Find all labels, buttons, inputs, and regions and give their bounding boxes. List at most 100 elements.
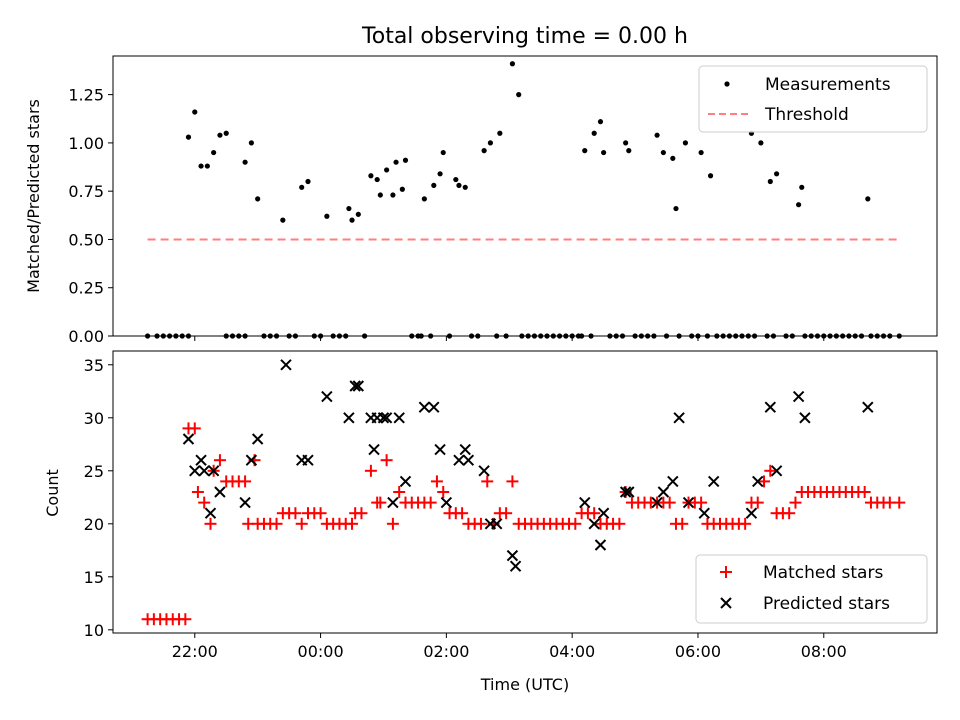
matched-star-point — [374, 496, 387, 509]
legend-matched-marker — [720, 566, 732, 578]
matched-star-point — [314, 507, 327, 520]
measurement-point — [673, 205, 679, 212]
predicted-star-point — [321, 390, 333, 403]
predicted-star-point — [579, 496, 591, 509]
measurement-point — [682, 140, 688, 146]
legend-predicted-label: Predicted stars — [763, 594, 890, 614]
matched-star-point — [789, 496, 802, 509]
measurement-point — [601, 149, 607, 156]
measurement-point — [255, 196, 261, 202]
measurement-point — [456, 182, 462, 188]
top-y-tick-label: 1.00 — [68, 134, 104, 153]
predicted-star-point — [352, 380, 365, 392]
measurement-point — [399, 186, 405, 192]
matched-star-point — [588, 507, 601, 520]
legend-measurements-marker — [724, 81, 730, 87]
matched-star-point — [295, 517, 308, 530]
bottom-y-tick-label: 25 — [84, 462, 104, 481]
predicted-star-point — [377, 412, 390, 424]
matched-star-point — [364, 464, 377, 477]
bottom-y-axis-label: Count — [43, 469, 62, 517]
measurement-point — [223, 130, 229, 136]
predicted-star-point — [182, 433, 195, 445]
predicted-star-point — [245, 454, 258, 466]
measurement-point — [242, 159, 248, 165]
bottom-y-tick-label: 15 — [84, 568, 104, 587]
measurement-point — [654, 132, 660, 138]
matched-star-point — [783, 507, 796, 520]
predicted-star-point — [707, 475, 720, 488]
predicted-star-point — [792, 390, 805, 403]
matched-star-point — [613, 517, 626, 530]
bottom-plot-area: 10 15 20 25 30 35 22:00 00:00 02:00 04:00 06:00 08:… — [84, 356, 906, 661]
matched-star-point — [179, 613, 192, 626]
measurement-point — [597, 119, 604, 125]
measurement-point — [185, 134, 192, 140]
matched-star-point — [270, 517, 283, 530]
predicted-star-point — [239, 496, 251, 509]
predicted-star-point — [862, 401, 874, 413]
predicted-star-point — [651, 496, 663, 509]
measurement-point — [660, 149, 666, 156]
legend-threshold-label: Threshold — [764, 105, 849, 125]
legend-matched-label: Matched stars — [763, 563, 883, 583]
matched-star-point — [355, 507, 368, 520]
matched-star-point — [663, 496, 676, 509]
predicted-star-point — [418, 401, 431, 413]
bottom-x-tick-label: 02:00 — [423, 642, 469, 661]
matched-star-point — [380, 454, 393, 467]
measurement-point — [393, 159, 399, 165]
top-legend-box — [698, 65, 928, 133]
bottom-y-tick-label: 10 — [84, 621, 104, 640]
measurement-point — [582, 148, 588, 154]
predicted-star-point — [189, 465, 201, 477]
legend-predicted-marker — [720, 597, 732, 609]
matched-star-point — [424, 496, 437, 509]
predicted-star-point — [399, 475, 412, 488]
bottom-y-tick-label: 30 — [84, 409, 104, 428]
predicted-star-point — [440, 496, 453, 509]
measurement-point — [390, 192, 396, 198]
predicted-star-point — [667, 475, 679, 488]
measurement-point — [305, 178, 311, 185]
measurement-point — [516, 92, 522, 98]
measurement-point — [377, 192, 383, 198]
predicted-star-point — [764, 401, 777, 413]
predicted-star-point — [657, 486, 670, 498]
top-y-tick-label: 0.00 — [68, 327, 104, 346]
matched-star-point — [198, 496, 211, 509]
matched-star-point — [676, 517, 689, 530]
x-axis-label: Time (UTC) — [480, 675, 569, 694]
bottom-panel: Count Time (UTC) 10 15 20 25 30 35 22:00 00:00 0… — [43, 350, 938, 694]
predicted-star-point — [302, 454, 314, 466]
predicted-star-point — [380, 412, 393, 424]
measurement-point — [440, 149, 446, 156]
predicted-star-point — [428, 401, 440, 413]
measurement-point — [211, 149, 217, 156]
matched-star-point — [346, 517, 359, 530]
top-y-tick-label: 0.75 — [68, 182, 104, 201]
bottom-x-tick-label: 22:00 — [172, 642, 218, 661]
predicted-star-point — [682, 496, 695, 509]
bottom-legend: Matched stars Predicted stars — [695, 554, 928, 624]
matched-star-point — [893, 496, 906, 509]
top-panel: Total observing time = 0.00 h Matched/Pr… — [24, 24, 938, 346]
predicted-star-point — [623, 486, 635, 498]
measurement-point — [774, 171, 780, 177]
predicted-star-point — [434, 443, 446, 456]
measurement-point — [437, 171, 443, 177]
predicted-star-point — [343, 412, 355, 424]
matched-star-point — [191, 486, 204, 498]
matched-star-point — [213, 454, 226, 467]
predicted-star-point — [349, 380, 361, 392]
bottom-y-tick-label: 35 — [84, 356, 104, 375]
matched-star-point — [569, 517, 582, 530]
bottom-y-tick-label: 20 — [84, 515, 104, 534]
predicted-star-point — [280, 359, 292, 371]
predicted-star-point — [459, 443, 471, 456]
measurement-point — [198, 163, 204, 169]
matched-star-point — [430, 475, 443, 488]
matched-star-point — [500, 507, 513, 520]
measurement-point — [280, 217, 286, 223]
